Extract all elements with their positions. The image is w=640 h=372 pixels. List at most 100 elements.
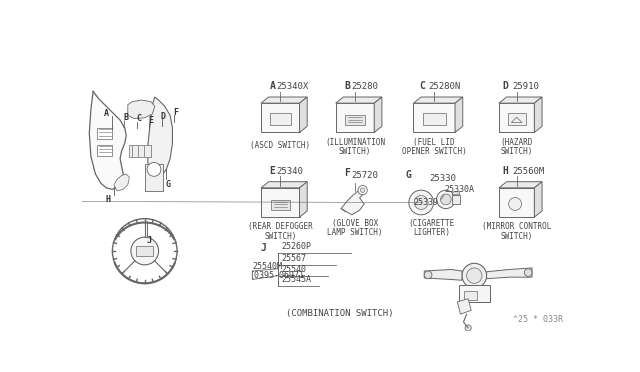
Circle shape [440,194,451,205]
Bar [97,128,113,139]
Bar [346,115,365,125]
Text: C: C [419,81,425,91]
Text: LIGHTER): LIGHTER) [413,228,451,237]
Circle shape [414,196,428,209]
Text: A: A [269,81,275,91]
Bar [129,145,151,157]
Text: 25540: 25540 [282,265,307,274]
Polygon shape [452,192,460,195]
Polygon shape [413,103,455,132]
Circle shape [424,271,432,279]
Text: ^25 * 033R: ^25 * 033R [513,315,563,324]
Text: D: D [161,112,166,121]
Text: 25339: 25339 [413,198,438,207]
Polygon shape [455,97,463,132]
Text: 25545A: 25545A [282,275,312,284]
Text: (COMBINATION SWITCH): (COMBINATION SWITCH) [286,309,394,318]
Text: (GLOVE BOX: (GLOVE BOX [332,219,378,228]
Bar [459,285,490,302]
Circle shape [436,190,455,209]
Bar [145,164,163,191]
Polygon shape [336,103,374,132]
Circle shape [360,188,365,192]
Text: (ILLUMINATION: (ILLUMINATION [325,138,385,147]
Text: 25260P: 25260P [282,242,312,251]
Bar [463,291,477,300]
Polygon shape [499,188,534,217]
Text: 25567: 25567 [282,254,307,263]
Circle shape [462,263,486,288]
Polygon shape [458,299,471,314]
Circle shape [147,163,161,176]
Polygon shape [424,269,462,280]
Text: LAMP SWITCH): LAMP SWITCH) [327,228,383,237]
Bar [269,113,291,125]
Text: (ASCD SWITCH): (ASCD SWITCH) [250,141,310,150]
Bar [508,113,525,125]
Circle shape [509,198,522,211]
Text: 25910: 25910 [512,82,539,91]
Circle shape [465,325,471,331]
Text: 25340: 25340 [276,167,303,176]
Circle shape [409,190,433,215]
Bar [271,200,290,210]
Text: 25540M: 25540M [253,262,282,271]
Text: (CIGARETTE: (CIGARETTE [409,219,455,228]
Text: F: F [173,108,178,117]
Circle shape [358,186,367,195]
Text: SWITCH): SWITCH) [500,232,533,241]
Text: (HAZARD: (HAZARD [500,138,533,147]
Text: J: J [260,243,266,253]
Text: SWITCH): SWITCH) [264,232,296,241]
Text: C: C [136,114,141,123]
Polygon shape [499,103,534,132]
Text: 25340X: 25340X [276,82,308,91]
Text: 25330: 25330 [429,174,456,183]
Text: H: H [105,195,110,204]
Text: H: H [503,166,509,176]
Polygon shape [261,103,300,132]
Bar [423,113,445,125]
Polygon shape [341,189,365,215]
Polygon shape [261,182,307,188]
Polygon shape [300,182,307,217]
Polygon shape [413,97,463,103]
Text: 25720: 25720 [351,171,378,180]
Text: 25560M: 25560M [512,167,544,176]
Text: (MIRROR CONTROL: (MIRROR CONTROL [482,222,551,231]
Polygon shape [261,97,307,103]
Text: G: G [165,180,170,189]
Bar [97,145,113,155]
Polygon shape [336,97,382,103]
Polygon shape [374,97,382,132]
Text: SWITCH): SWITCH) [500,147,533,156]
Polygon shape [148,97,172,179]
Circle shape [524,269,532,276]
Text: SWITCH): SWITCH) [339,147,371,156]
Polygon shape [499,97,542,103]
Text: J: J [146,236,151,245]
Polygon shape [486,268,532,279]
Text: E: E [269,166,275,176]
Text: 25280: 25280 [351,82,378,91]
Polygon shape [534,182,542,217]
Text: (REAR DEFOGGER: (REAR DEFOGGER [248,222,312,231]
Polygon shape [90,91,126,189]
Polygon shape [534,97,542,132]
Text: 25280N: 25280N [428,82,460,91]
Polygon shape [128,100,155,119]
Polygon shape [300,97,307,132]
Bar [136,246,153,256]
Text: OPENER SWITCH): OPENER SWITCH) [402,147,467,156]
Polygon shape [114,174,129,191]
Text: G: G [406,170,412,180]
Text: B: B [124,113,129,122]
Polygon shape [261,188,300,217]
Text: D: D [503,81,509,91]
Circle shape [467,268,482,283]
Bar [452,195,460,204]
Text: 25330A: 25330A [444,185,474,194]
Text: F: F [344,167,350,177]
Text: (FUEL LID: (FUEL LID [413,138,455,147]
Text: E: E [148,116,154,125]
